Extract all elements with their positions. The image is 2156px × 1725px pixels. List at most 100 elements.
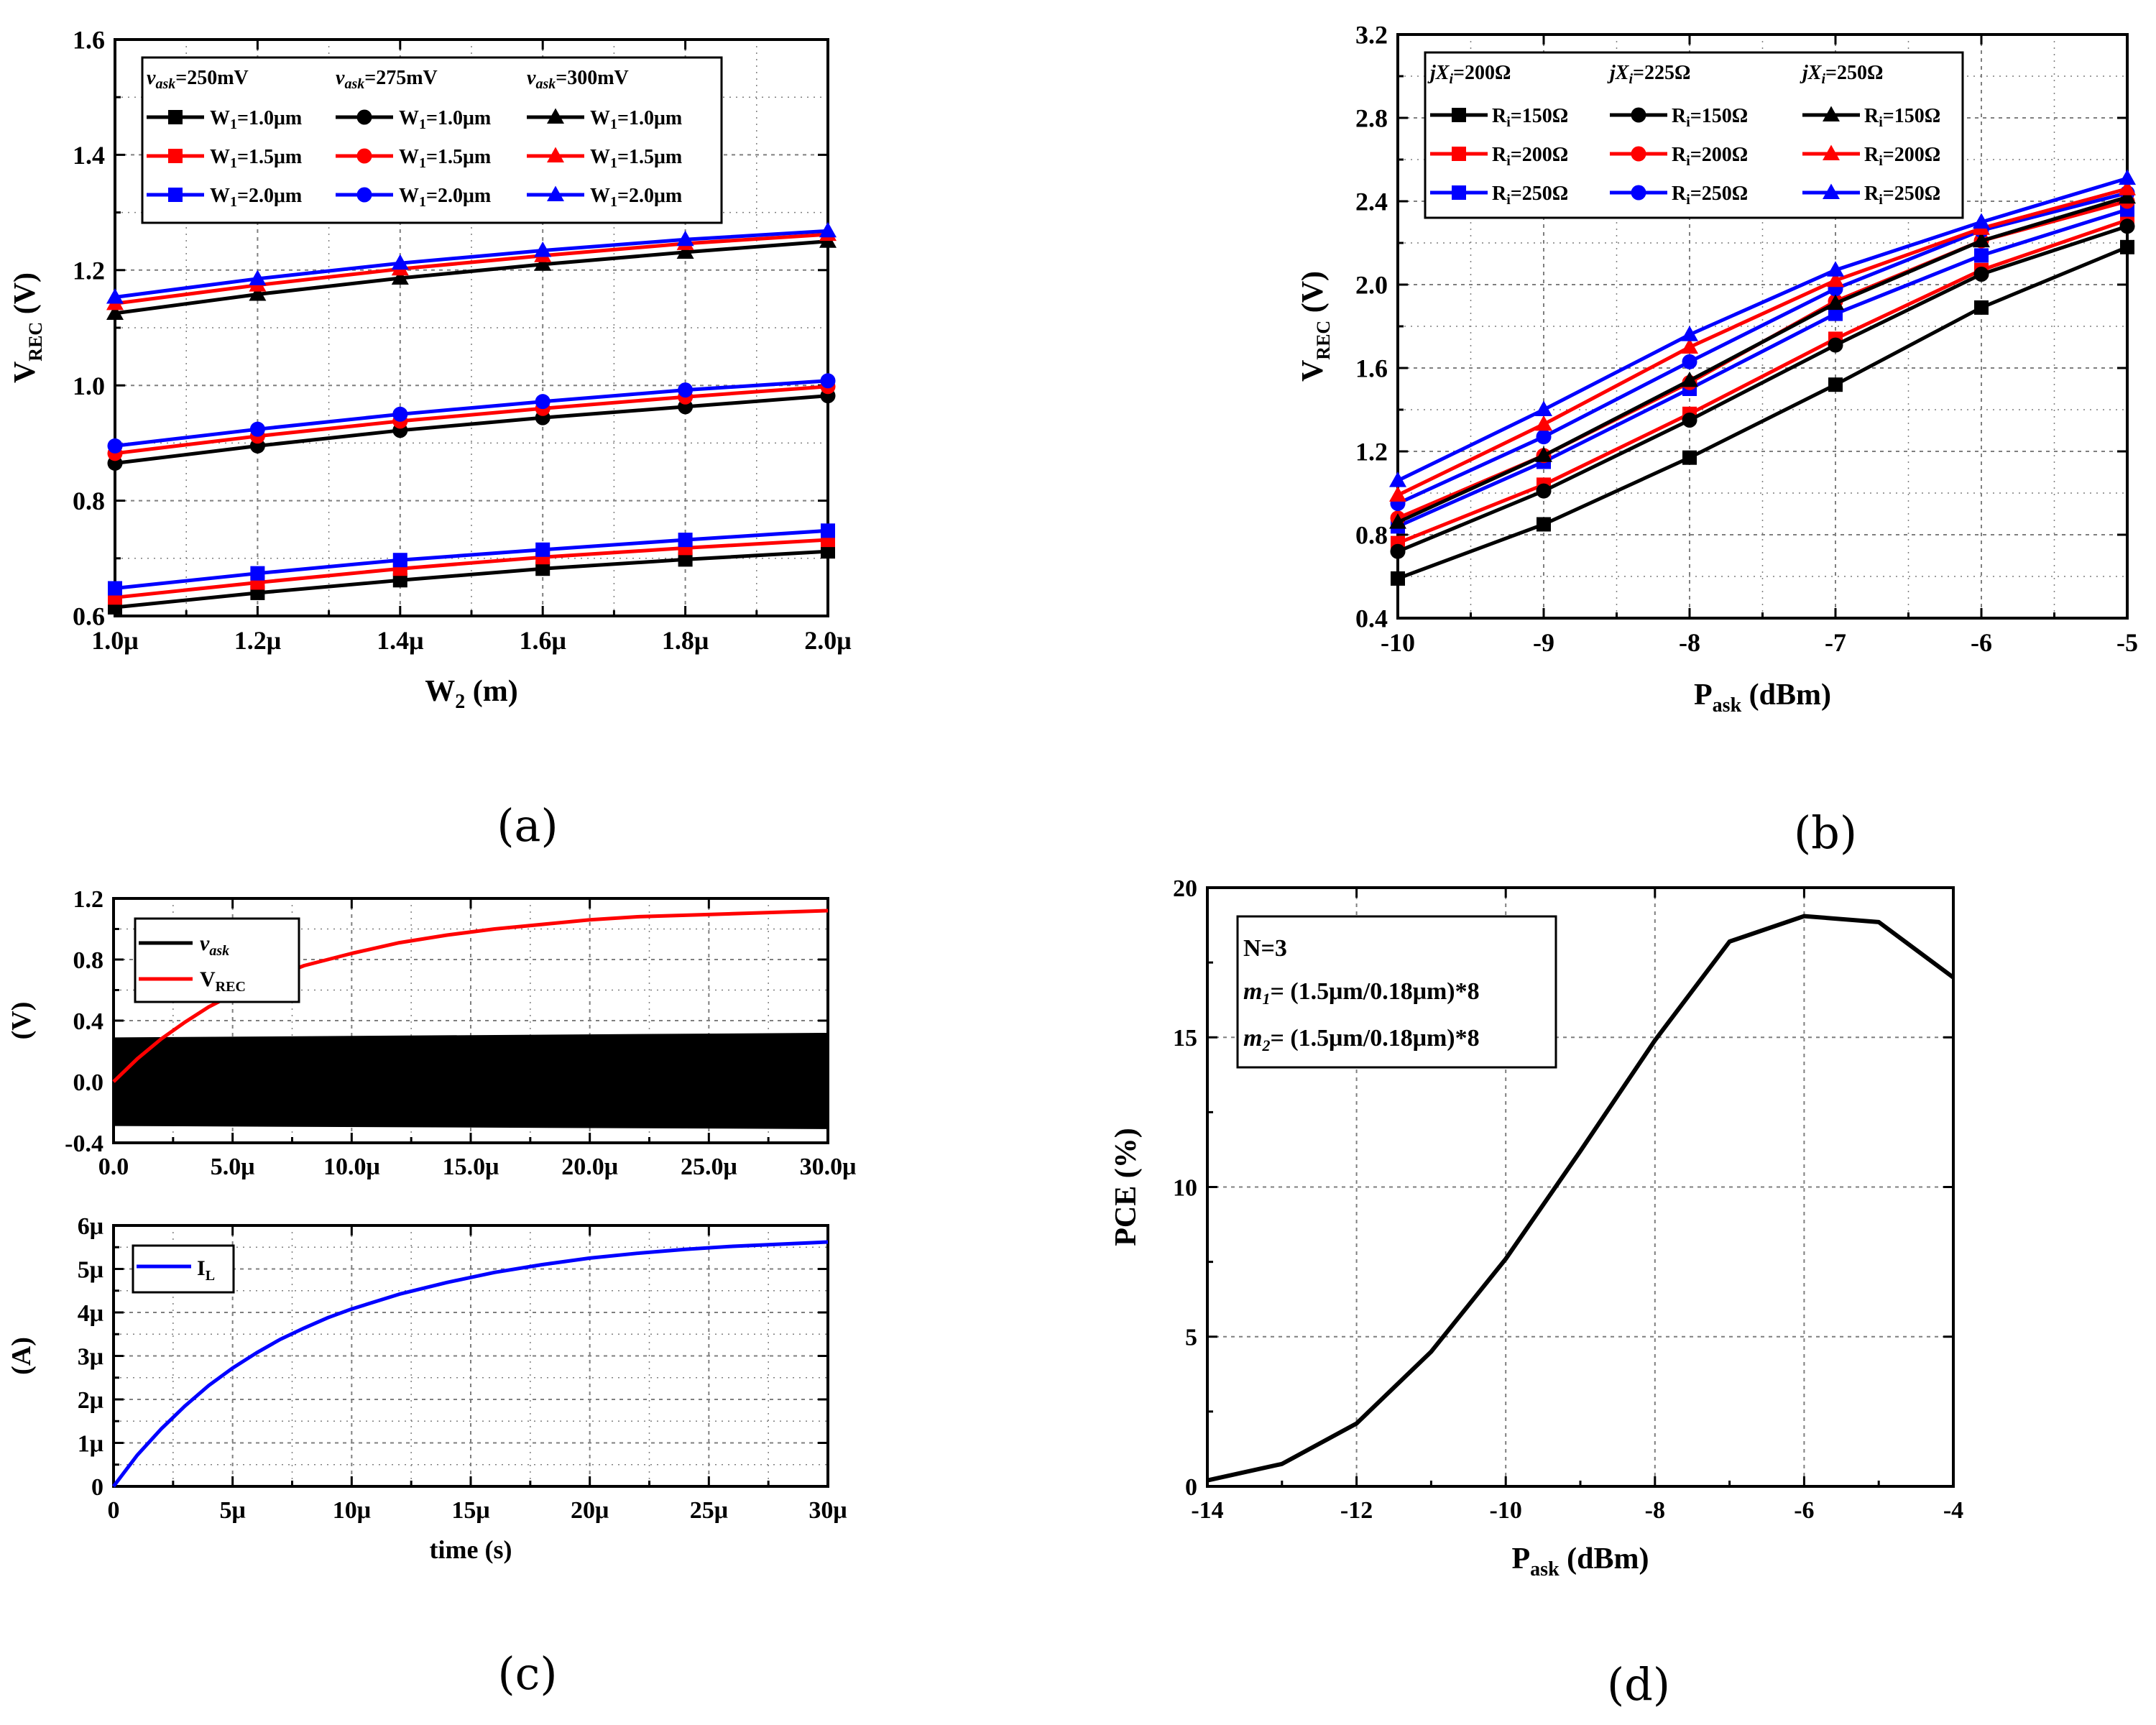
x-tick-label: 25.0μ	[681, 1154, 737, 1180]
data-point	[1391, 571, 1405, 586]
legend-label: W1=1.0μm	[399, 107, 491, 132]
legend-label: Ri=150Ω	[1864, 105, 1940, 130]
data-point	[1681, 371, 1698, 387]
legend-label: Ri=200Ω	[1864, 144, 1940, 169]
series-line	[1397, 218, 2128, 545]
data-point	[392, 553, 407, 568]
series-line	[1397, 224, 2128, 553]
legend-marker	[356, 187, 372, 203]
y-tick-label: -0.4	[65, 1131, 103, 1157]
chart-panel-b: -10 -9 -8 -7 -6 -5 0.4 0.8 1.2 1.6 2.0 2.4 2.8 3.2 Pas…	[1296, 21, 2138, 717]
data-point	[2120, 239, 2134, 254]
annotation-m1: m1= (1.5μm/0.18μm)*8	[1243, 978, 1480, 1008]
y-tick-label: 0.4	[1355, 604, 1388, 633]
y-tick-label: 1.2	[1355, 438, 1388, 466]
data-point	[2119, 218, 2135, 234]
x-tick-label: 30μ	[808, 1497, 847, 1524]
data-point	[1973, 267, 1989, 282]
series-line	[114, 394, 829, 465]
legend-marker	[547, 108, 564, 124]
x-tick-label: -10	[1490, 1497, 1522, 1524]
data-point	[106, 288, 124, 304]
data-point	[1973, 213, 1990, 229]
legend-marker	[1452, 108, 1466, 122]
data-point	[1535, 415, 1552, 431]
legend-marker	[356, 109, 372, 125]
x-tick-label: -14	[1191, 1497, 1223, 1524]
legend-label: Ri=250Ω	[1492, 183, 1568, 208]
y-axis-label: (V)	[6, 1002, 37, 1040]
legend-label: W1=1.5μm	[210, 146, 302, 171]
data-point	[535, 394, 550, 410]
series-line	[114, 385, 829, 456]
series-line	[114, 549, 829, 610]
y-axis-label: (A)	[6, 1337, 37, 1375]
data-point	[391, 269, 409, 285]
series-line	[1396, 208, 2128, 528]
chart-panel-d: -14 -12 -10 -8 -6 -4 0 5 10 15 20 Pask (dBm) PCE (%)…	[1110, 875, 1963, 1581]
legend: jXi=200Ω jXi=225Ω jXi=250Ω Ri=150Ω Ri=200Ω Ri…	[1424, 51, 1964, 219]
data-point	[1827, 261, 1844, 277]
data-point	[1974, 248, 1989, 263]
data-point	[249, 421, 265, 437]
x-axis-label: Pask (dBm)	[1694, 678, 1831, 717]
data-point	[1682, 354, 1697, 369]
y-tick-label: 1.6	[73, 26, 105, 55]
data-point	[678, 382, 694, 398]
x-tick-label: 1.2μ	[234, 626, 281, 655]
data-point	[1974, 300, 1989, 315]
x-tick-label: -8	[1679, 628, 1700, 657]
data-point	[1682, 450, 1697, 465]
data-point	[107, 438, 123, 454]
data-point	[1536, 483, 1552, 499]
y-tick-label: 10	[1173, 1174, 1197, 1201]
x-tick-label: 5.0μ	[211, 1154, 255, 1180]
data-point	[1827, 271, 1844, 288]
data-point	[819, 221, 837, 238]
caption-a: (a)	[497, 799, 558, 852]
x-tick-label: -4	[1943, 1497, 1963, 1524]
data-point	[676, 243, 694, 259]
legend-label: Ri=250Ω	[1672, 183, 1748, 208]
data-point	[820, 373, 836, 389]
x-tick-label: 20μ	[571, 1497, 609, 1524]
data-point	[392, 406, 408, 422]
legend-marker	[547, 185, 564, 201]
x-tick-label: -12	[1340, 1497, 1373, 1524]
y-tick-label: 2.4	[1355, 188, 1388, 216]
x-tick-label: 10.0μ	[323, 1154, 380, 1180]
data-point	[1682, 413, 1697, 428]
data-point	[1390, 543, 1406, 559]
x-tick-label: 0.0	[98, 1154, 129, 1180]
y-tick-label: 0.6	[73, 602, 105, 631]
y-axis-label: VREC (V)	[9, 272, 46, 383]
annotation-box: N=3 m1= (1.5μm/0.18μm)*8 m2= (1.5μm/0.18μm…	[1236, 915, 1557, 1069]
caption-d: (d)	[1607, 1658, 1670, 1711]
series-line	[1396, 190, 2128, 505]
x-tick-label: 2.0μ	[804, 626, 851, 655]
data-point	[1389, 472, 1406, 487]
y-tick-label: 0	[91, 1474, 103, 1501]
legend-group-title: vask=300mV	[527, 67, 629, 92]
legend: vask=250mV vask=275mV vask=300mV W1=1.0μm W1…	[141, 56, 723, 224]
legend-marker	[356, 148, 372, 164]
series-line	[114, 379, 829, 448]
legend-marker	[168, 149, 183, 163]
legend-marker	[168, 110, 183, 124]
legend-marker	[1631, 107, 1646, 123]
series-line-pce	[1207, 914, 1955, 1483]
data-point	[249, 270, 267, 285]
data-point	[678, 533, 693, 548]
x-tick-label: -7	[1825, 628, 1846, 657]
y-tick-label: 5	[1185, 1325, 1197, 1351]
series-line	[1396, 187, 2128, 497]
legend-marker	[1631, 146, 1646, 162]
y-axis-label: PCE (%)	[1110, 1128, 1143, 1246]
legend: IL	[132, 1244, 235, 1294]
x-tick-label: -9	[1533, 628, 1554, 657]
legend-marker	[1452, 147, 1466, 161]
x-tick-label: 1.8μ	[662, 626, 709, 655]
y-tick-label: 0.4	[73, 1008, 104, 1035]
series-line	[1397, 245, 2128, 581]
data-point	[1681, 338, 1698, 354]
